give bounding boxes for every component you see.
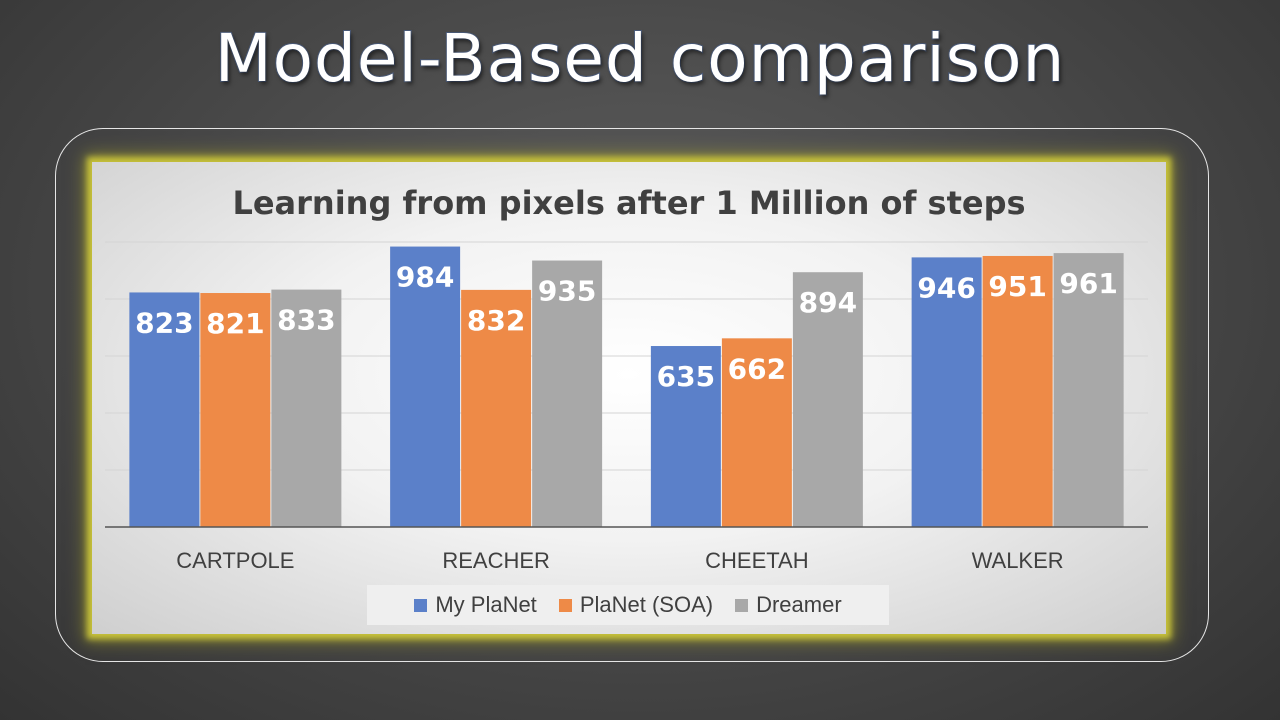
bar	[1053, 253, 1124, 527]
bar	[982, 255, 1053, 527]
data-label: 823	[135, 306, 193, 339]
bar	[911, 257, 982, 527]
legend-item-my-planet: My PlaNet	[414, 592, 537, 618]
legend-swatch	[414, 598, 428, 612]
bar	[200, 293, 271, 527]
bar	[129, 292, 200, 527]
data-label: 951	[988, 270, 1046, 303]
bar	[271, 289, 342, 527]
data-label: 946	[917, 271, 975, 304]
category-label: CARTPOLE	[176, 548, 294, 573]
bar	[532, 260, 603, 527]
legend: My PlaNet PlaNet (SOA) Dreamer	[367, 585, 889, 625]
bar	[390, 246, 461, 527]
bars	[129, 246, 1124, 527]
data-label: 961	[1059, 267, 1117, 300]
legend-label: My PlaNet	[435, 592, 537, 617]
category-label: REACHER	[442, 548, 550, 573]
legend-label: Dreamer	[756, 592, 842, 617]
data-label: 821	[206, 307, 264, 340]
data-label: 984	[396, 261, 454, 294]
data-label: 833	[277, 304, 335, 337]
chart-area: Learning from pixels after 1 Million of …	[92, 162, 1166, 634]
data-label: 894	[799, 286, 857, 319]
legend-swatch	[558, 598, 572, 612]
bar	[721, 338, 792, 527]
bar	[792, 272, 863, 527]
category-label: WALKER	[972, 548, 1064, 573]
rounded-frame	[55, 128, 1209, 662]
data-label: 635	[657, 360, 715, 393]
data-labels: 823 821 833 984 832 935 635 662 894 946 951 961	[135, 261, 1118, 393]
legend-item-planet-soa: PlaNet (SOA)	[558, 592, 714, 618]
data-label: 832	[467, 304, 525, 337]
category-label: CHEETAH	[705, 548, 809, 573]
category-labels: CARTPOLE REACHER CHEETAH WALKER	[176, 548, 1063, 573]
legend-label: PlaNet (SOA)	[579, 592, 714, 617]
bar	[650, 346, 721, 527]
data-label: 662	[728, 352, 786, 385]
data-label: 935	[538, 275, 596, 308]
slide-title: Model-Based comparison	[214, 19, 1066, 98]
legend-swatch	[735, 598, 749, 612]
legend-item-dreamer: Dreamer	[735, 592, 842, 618]
bar	[461, 289, 532, 527]
chart-title: Learning from pixels after 1 Million of …	[232, 184, 1025, 222]
bar-chart: Learning from pixels after 1 Million of …	[105, 184, 1148, 573]
